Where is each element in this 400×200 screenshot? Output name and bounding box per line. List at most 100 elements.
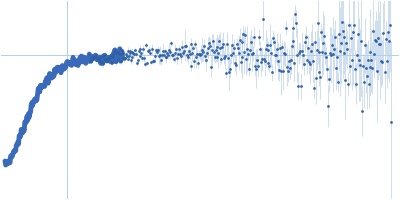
Point — [162, 55, 169, 58]
Point — [190, 46, 197, 50]
Point — [273, 54, 279, 57]
Point — [116, 47, 123, 50]
Point — [268, 51, 274, 54]
Point — [250, 51, 256, 55]
Point — [374, 69, 380, 72]
Point — [373, 39, 380, 42]
Point — [240, 32, 247, 35]
Point — [350, 30, 356, 33]
Point — [180, 49, 187, 52]
Point — [93, 56, 100, 59]
Point — [129, 51, 135, 54]
Point — [249, 52, 255, 56]
Point — [196, 52, 202, 56]
Point — [271, 41, 278, 44]
Point — [139, 56, 146, 59]
Point — [284, 65, 290, 68]
Point — [386, 24, 393, 27]
Point — [237, 60, 244, 63]
Point — [136, 54, 143, 57]
Point — [279, 45, 285, 49]
Point — [210, 51, 217, 54]
Point — [308, 49, 314, 52]
Point — [308, 42, 315, 45]
Point — [184, 55, 191, 58]
Point — [121, 58, 127, 61]
Point — [306, 61, 312, 64]
Point — [303, 35, 309, 38]
Point — [186, 50, 192, 53]
Point — [224, 43, 230, 46]
Point — [297, 49, 304, 53]
Point — [382, 70, 388, 73]
Point — [115, 58, 122, 61]
Point — [110, 55, 116, 58]
Point — [130, 52, 136, 55]
Point — [316, 70, 323, 73]
Point — [384, 31, 391, 34]
Point — [195, 61, 202, 64]
Point — [291, 61, 298, 64]
Point — [302, 41, 308, 44]
Point — [223, 71, 229, 75]
Point — [368, 59, 375, 62]
Point — [362, 44, 368, 47]
Point — [88, 55, 95, 59]
Point — [274, 48, 280, 51]
Point — [156, 54, 162, 58]
Point — [253, 67, 259, 70]
Point — [219, 46, 226, 49]
Point — [106, 58, 112, 61]
Point — [334, 56, 340, 59]
Point — [359, 109, 365, 112]
Point — [228, 53, 234, 56]
Point — [384, 59, 390, 62]
Point — [360, 80, 367, 83]
Point — [132, 48, 138, 51]
Point — [292, 13, 299, 16]
Point — [167, 51, 174, 54]
Point — [99, 60, 105, 63]
Point — [379, 60, 385, 64]
Point — [104, 59, 110, 62]
Point — [262, 47, 269, 50]
Point — [208, 48, 215, 51]
Point — [290, 27, 297, 30]
Point — [128, 59, 134, 62]
Point — [114, 51, 121, 54]
Point — [103, 59, 110, 62]
Point — [246, 67, 252, 71]
Point — [341, 35, 348, 38]
Point — [272, 54, 278, 57]
Point — [319, 51, 326, 54]
Point — [258, 61, 264, 64]
Point — [258, 58, 265, 61]
Point — [321, 34, 328, 38]
Point — [324, 67, 330, 70]
Point — [176, 47, 182, 50]
Point — [90, 55, 97, 58]
Point — [245, 53, 252, 56]
Point — [221, 56, 228, 59]
Point — [98, 62, 104, 65]
Point — [202, 55, 208, 58]
Point — [238, 55, 245, 58]
Point — [95, 57, 101, 61]
Point — [305, 47, 311, 50]
Point — [320, 41, 326, 44]
Point — [158, 54, 165, 57]
Point — [134, 59, 141, 62]
Point — [225, 56, 231, 59]
Point — [182, 44, 189, 47]
Point — [369, 66, 376, 70]
Point — [293, 22, 300, 25]
Point — [168, 42, 174, 45]
Point — [129, 55, 135, 58]
Point — [280, 70, 286, 73]
Point — [110, 52, 117, 55]
Point — [252, 64, 258, 68]
Point — [193, 55, 200, 59]
Point — [232, 61, 238, 64]
Point — [257, 47, 263, 50]
Point — [248, 41, 254, 44]
